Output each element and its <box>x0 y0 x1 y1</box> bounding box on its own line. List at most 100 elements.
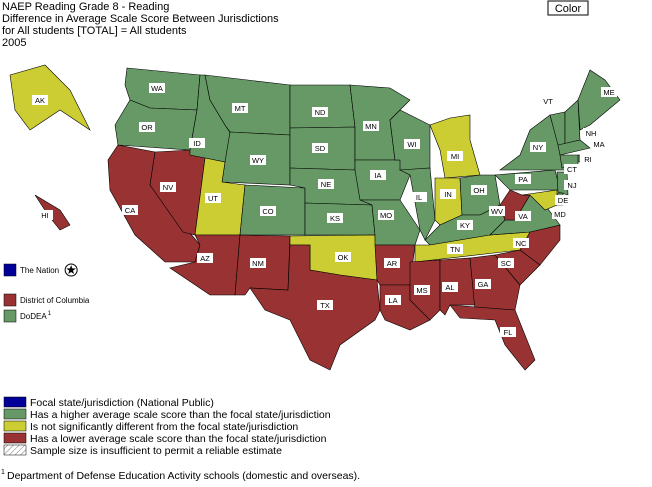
state-label: WI <box>407 140 416 149</box>
state-label: TX <box>320 301 330 310</box>
state-label-box <box>378 210 394 220</box>
state-label: WA <box>151 84 163 93</box>
state-label: OK <box>338 253 349 262</box>
state <box>564 99 581 146</box>
state-label: NC <box>516 239 527 248</box>
state-label: SD <box>315 144 326 153</box>
state-label: LA <box>388 296 397 305</box>
state-label-box <box>513 238 529 248</box>
state-label-box <box>591 139 607 149</box>
color-button[interactable] <box>547 0 589 16</box>
legend-swatch <box>3 408 27 420</box>
state <box>469 254 521 311</box>
state-label: UT <box>208 194 218 203</box>
state-label-box <box>363 121 379 131</box>
legend-swatch <box>3 396 27 408</box>
state-label-box <box>160 182 176 192</box>
state-label-box <box>411 192 427 202</box>
state-label-box <box>122 205 138 215</box>
state-label: CO <box>262 207 273 216</box>
legend-label: Has a higher average scale score than th… <box>30 409 331 421</box>
state-label-box <box>232 103 248 113</box>
state-label: IA <box>374 171 381 180</box>
legend-swatch <box>3 432 27 444</box>
state-label-box <box>197 253 213 263</box>
state-label: MN <box>365 122 377 131</box>
side-legend-swatch <box>3 293 17 307</box>
state-label-box <box>498 258 514 268</box>
state-label: SC <box>501 259 512 268</box>
side-legend-label: District of Columbia <box>20 296 90 305</box>
state-label: MA <box>593 140 604 149</box>
state-label: TN <box>450 245 460 254</box>
footnote-text: Department of Defense Education Activity… <box>7 470 360 482</box>
state-label-box <box>471 185 487 195</box>
state <box>577 69 621 131</box>
state-label-box <box>489 206 505 216</box>
side-legend-swatch <box>3 309 17 323</box>
legend-label: Sample size is insufficient to permit a … <box>30 445 282 457</box>
legend-label: Has a lower average scale score than the… <box>30 433 327 445</box>
state-label: WY <box>252 156 264 165</box>
header-line: 2005 <box>2 37 26 49</box>
state-label-box <box>312 143 328 153</box>
state-label: NH <box>586 129 597 138</box>
state-label-box <box>385 295 401 305</box>
state-label-box <box>457 220 473 230</box>
state-label: MO <box>380 211 392 220</box>
state-label-box <box>540 96 556 106</box>
state-label-box <box>250 155 266 165</box>
state-label: AZ <box>200 254 210 263</box>
state-label: ND <box>315 108 326 117</box>
state-label: HI <box>41 211 49 220</box>
state-label-box <box>327 213 343 223</box>
state-label: AR <box>387 259 398 268</box>
state <box>449 304 536 371</box>
state-label-box <box>384 258 400 268</box>
state-label-box <box>37 210 53 220</box>
legend-label: Focal state/jurisdiction (National Publi… <box>30 397 214 409</box>
side-legend-label: The Nation <box>20 266 59 275</box>
state-label: IN <box>444 190 452 199</box>
legend-swatch <box>3 444 27 456</box>
header-line: NAEP Reading Grade 8 - Reading <box>2 1 169 13</box>
color-button-label[interactable]: Color <box>555 3 582 15</box>
state-label-box <box>312 107 328 117</box>
state-label-box <box>250 258 266 268</box>
state-label: ID <box>193 139 201 148</box>
state-label-box <box>555 195 571 205</box>
state-label-box <box>149 83 165 93</box>
state-label: OH <box>473 186 484 195</box>
side-legend-note: 1 <box>48 311 52 317</box>
state <box>519 224 561 266</box>
nation-star <box>66 265 76 274</box>
state-label-box <box>32 95 48 105</box>
state-label: AK <box>35 96 45 105</box>
state-label-box <box>447 244 463 254</box>
state-label-box <box>580 154 596 164</box>
state-label-box <box>189 138 205 148</box>
state-label: PA <box>518 175 527 184</box>
legend-swatch <box>3 420 27 432</box>
state <box>289 84 356 129</box>
state-label-box <box>530 142 546 152</box>
state-label: VT <box>543 97 553 106</box>
state-label: IL <box>416 193 422 202</box>
state-label-box <box>564 180 580 190</box>
state-label-box <box>475 279 491 289</box>
state-label-box <box>500 327 516 337</box>
state-label: MI <box>451 152 459 161</box>
state-label: VA <box>518 212 527 221</box>
state-label-box <box>318 179 334 189</box>
state <box>249 244 381 371</box>
footnote-mark: 1 <box>1 469 5 476</box>
state-label: NE <box>321 180 331 189</box>
state-label-box <box>260 206 276 216</box>
state-label-box <box>139 122 155 132</box>
state-label-box <box>205 193 221 203</box>
state-label: NY <box>533 143 543 152</box>
state-label-box <box>414 285 430 295</box>
state-label: KS <box>330 214 340 223</box>
state-label: MS <box>416 286 427 295</box>
